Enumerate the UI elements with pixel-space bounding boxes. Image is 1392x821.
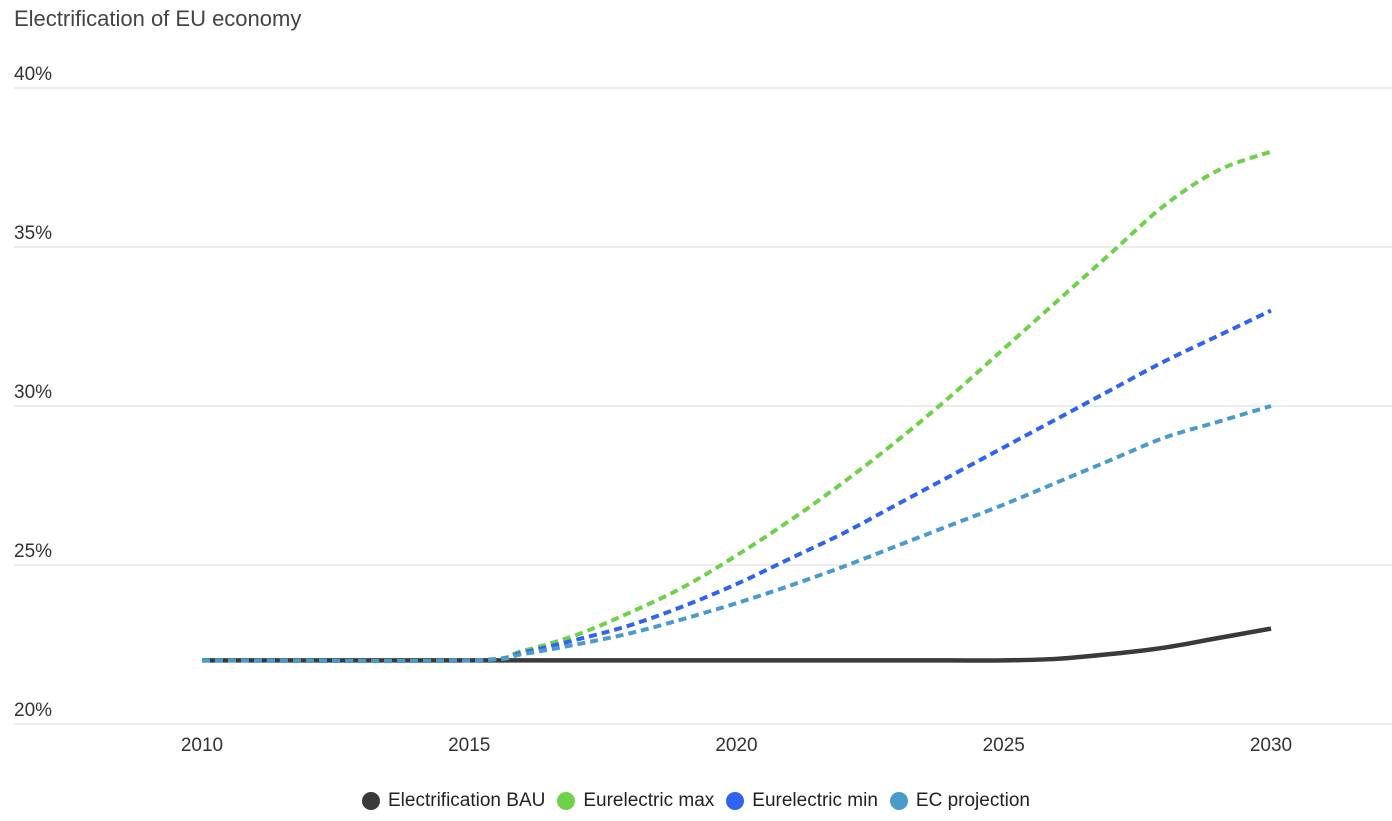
legend-item[interactable]: EC projection xyxy=(889,790,1030,812)
x-axis-ticks: 2010 2015 2020 2025 2030 xyxy=(181,735,1292,756)
y-tick-label: 25% xyxy=(14,541,52,562)
legend-item[interactable]: Eurelectric min xyxy=(726,790,878,812)
x-tick-label: 2010 xyxy=(181,735,223,756)
grid xyxy=(14,87,1392,725)
y-tick-label: 30% xyxy=(14,382,52,403)
series-lines xyxy=(201,149,1272,664)
y-axis-ticks: 20% 25% 30% 35% 40% xyxy=(14,64,52,721)
legend-item[interactable]: Electrification BAU xyxy=(362,790,545,812)
y-tick-label: 40% xyxy=(14,64,52,85)
legend: Electrification BAU Eurelectric max Eurele… xyxy=(0,790,1392,812)
series-line-eurelectric-min xyxy=(201,308,1272,663)
x-tick-label: 2015 xyxy=(448,735,490,756)
legend-marker xyxy=(889,792,908,810)
x-tick-label: 2025 xyxy=(983,735,1025,756)
series-line-ec-projection xyxy=(201,404,1272,663)
x-tick-label: 2020 xyxy=(715,735,757,756)
legend-label: Electrification BAU xyxy=(388,790,546,811)
legend-marker xyxy=(362,792,380,810)
legend-marker xyxy=(726,792,745,810)
series-line-electrification-bau xyxy=(202,626,1272,663)
y-tick-label: 20% xyxy=(14,700,52,721)
x-tick-label: 2030 xyxy=(1250,735,1292,756)
chart-title: Electrification of EU economy xyxy=(14,6,302,31)
y-tick-label: 35% xyxy=(14,223,52,244)
legend-label: EC projection xyxy=(915,790,1030,811)
legend-label: Eurelectric max xyxy=(583,790,715,811)
line-chart: 20% 25% 30% 35% 40% 2010 2015 2020 2025 2030 xyxy=(14,64,1392,756)
legend-marker xyxy=(557,792,576,810)
legend-item[interactable]: Eurelectric max xyxy=(557,790,714,812)
legend-label: Eurelectric min xyxy=(752,790,878,811)
